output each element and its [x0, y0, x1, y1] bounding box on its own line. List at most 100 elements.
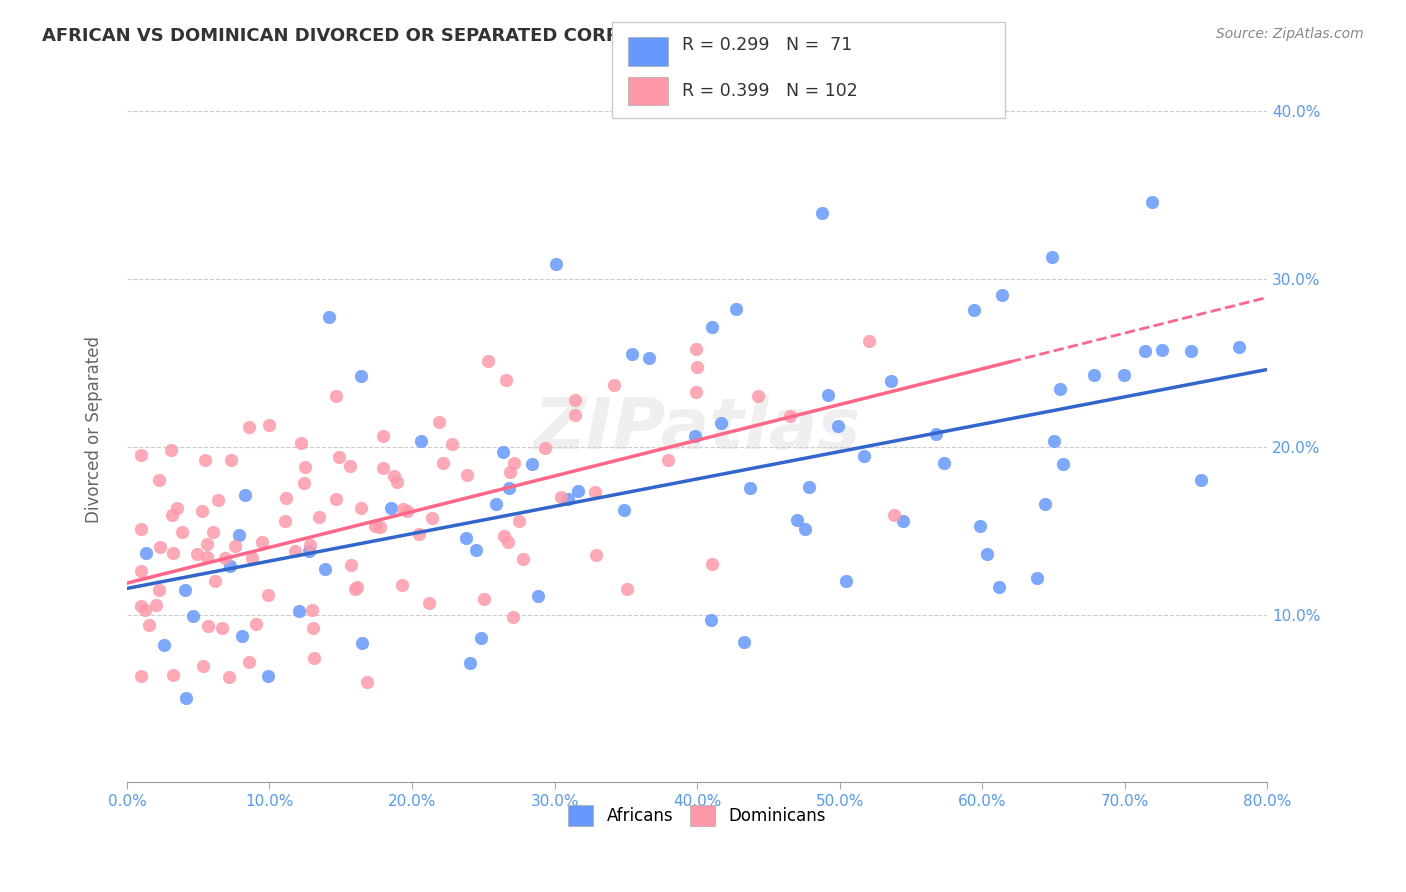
Point: [1040, 250, 1063, 264]
Point: [657, 452, 679, 467]
Point: [382, 469, 405, 483]
Point: [492, 445, 515, 459]
Point: [352, 635, 374, 649]
Point: [233, 488, 256, 502]
Point: [498, 481, 520, 495]
Point: [346, 581, 368, 595]
Point: [371, 429, 394, 443]
Point: [218, 559, 240, 574]
Point: [250, 535, 273, 549]
Point: [1033, 497, 1056, 511]
Point: [159, 442, 181, 457]
Point: [432, 456, 454, 470]
Point: [298, 544, 321, 558]
Point: [1112, 368, 1135, 383]
Point: [238, 655, 260, 669]
Point: [391, 578, 413, 592]
Point: [396, 504, 419, 518]
Point: [470, 631, 492, 645]
Point: [218, 670, 240, 684]
Point: [685, 384, 707, 399]
Point: [172, 524, 194, 539]
Point: [191, 504, 214, 518]
Point: [173, 583, 195, 598]
Point: [162, 546, 184, 560]
Point: [207, 492, 229, 507]
Point: [138, 618, 160, 632]
Point: [817, 388, 839, 402]
Point: [356, 674, 378, 689]
Point: [299, 538, 322, 552]
Point: [380, 500, 402, 515]
Point: [204, 574, 226, 588]
Point: [1083, 368, 1105, 382]
Point: [301, 621, 323, 635]
Point: [193, 658, 215, 673]
Point: [495, 373, 517, 387]
Point: [129, 448, 152, 462]
Point: [686, 359, 709, 374]
Point: [371, 461, 394, 475]
Point: [1180, 343, 1202, 358]
Point: [257, 669, 280, 683]
Point: [700, 557, 723, 571]
Point: [499, 466, 522, 480]
Point: [987, 580, 1010, 594]
Point: [195, 550, 218, 565]
Point: [485, 497, 508, 511]
Legend: Africans, Dominicans: Africans, Dominicans: [560, 797, 834, 834]
Point: [925, 426, 948, 441]
Point: [231, 629, 253, 643]
Point: [454, 532, 477, 546]
Point: [294, 460, 316, 475]
Point: [148, 583, 170, 598]
Point: [1052, 457, 1074, 471]
Point: [328, 450, 350, 464]
Point: [325, 491, 347, 506]
Point: [350, 500, 373, 515]
Point: [181, 609, 204, 624]
Point: [129, 522, 152, 536]
Point: [409, 434, 432, 448]
Point: [527, 589, 550, 603]
Point: [418, 595, 440, 609]
Point: [274, 514, 297, 528]
Point: [853, 449, 876, 463]
Point: [308, 509, 330, 524]
Point: [427, 416, 450, 430]
Point: [564, 393, 586, 408]
Point: [420, 511, 443, 525]
Point: [149, 540, 172, 554]
Point: [685, 342, 707, 356]
Point: [211, 622, 233, 636]
Point: [963, 303, 986, 318]
Point: [827, 419, 849, 434]
Point: [613, 503, 636, 517]
Point: [969, 518, 991, 533]
Point: [350, 369, 373, 384]
Point: [616, 582, 638, 597]
Point: [699, 613, 721, 627]
Point: [799, 479, 821, 493]
Point: [883, 508, 905, 522]
Point: [1189, 473, 1212, 487]
Point: [134, 603, 156, 617]
Point: [564, 409, 586, 423]
Point: [201, 525, 224, 540]
Y-axis label: Divorced or Separated: Divorced or Separated: [86, 336, 103, 524]
Point: [257, 417, 280, 432]
Point: [891, 514, 914, 528]
Point: [174, 690, 197, 705]
Point: [153, 638, 176, 652]
Point: [522, 457, 544, 471]
Point: [458, 656, 481, 670]
Point: [512, 551, 534, 566]
Point: [314, 561, 336, 575]
Point: [858, 334, 880, 348]
Point: [603, 378, 626, 392]
Point: [290, 435, 312, 450]
Point: [637, 351, 659, 366]
Point: [496, 534, 519, 549]
Point: [747, 389, 769, 403]
Point: [1049, 382, 1071, 396]
